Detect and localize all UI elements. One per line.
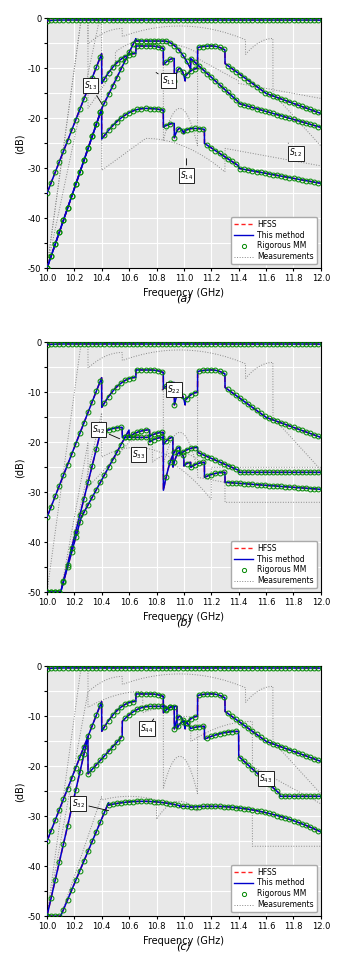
Legend: HFSS, This method, Rigorous MM, Measurements: HFSS, This method, Rigorous MM, Measurem…: [231, 217, 317, 265]
Text: $S_{43}$: $S_{43}$: [255, 771, 273, 785]
X-axis label: Frequency (GHz): Frequency (GHz): [144, 288, 224, 299]
Text: $S_{22}$: $S_{22}$: [162, 383, 180, 396]
Text: $S_{13}$: $S_{13}$: [84, 79, 102, 104]
Text: (b): (b): [176, 617, 192, 627]
Legend: HFSS, This method, Rigorous MM, Measurements: HFSS, This method, Rigorous MM, Measurem…: [231, 865, 317, 912]
Text: $S_{44}$: $S_{44}$: [140, 718, 154, 735]
Text: $S_{42}$: $S_{42}$: [92, 424, 120, 439]
Text: $S_{14}$: $S_{14}$: [180, 159, 193, 182]
X-axis label: Frequency (GHz): Frequency (GHz): [144, 612, 224, 622]
Legend: HFSS, This method, Rigorous MM, Measurements: HFSS, This method, Rigorous MM, Measurem…: [231, 540, 317, 588]
Text: $S_{33}$: $S_{33}$: [132, 444, 149, 461]
Text: $S_{32}$: $S_{32}$: [72, 797, 109, 811]
Y-axis label: (dB): (dB): [15, 781, 25, 801]
Text: (a): (a): [176, 294, 192, 303]
Text: $S_{12}$: $S_{12}$: [288, 143, 303, 159]
Y-axis label: (dB): (dB): [15, 457, 25, 478]
X-axis label: Frequency (GHz): Frequency (GHz): [144, 936, 224, 947]
Text: $S_{11}$: $S_{11}$: [156, 72, 175, 87]
Text: (c): (c): [176, 941, 191, 951]
Y-axis label: (dB): (dB): [15, 133, 25, 154]
